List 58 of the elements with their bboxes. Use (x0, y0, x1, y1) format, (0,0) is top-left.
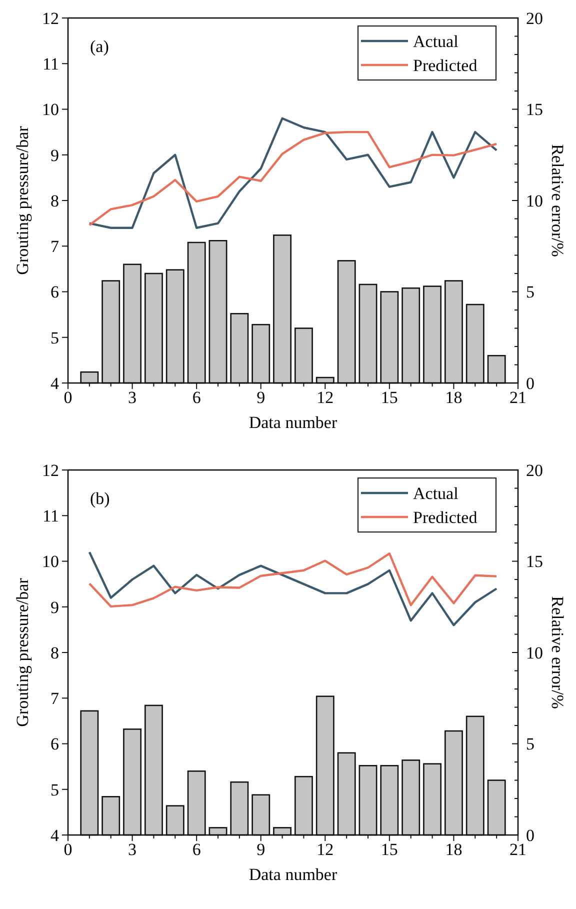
line-series (88, 552, 498, 608)
legend-label: Actual (413, 484, 459, 503)
y-axis-title: Grouting pressure/bar (13, 578, 32, 727)
y-tick-label: 7 (50, 237, 60, 256)
y2-tick-label: 20 (526, 8, 543, 28)
x-tick-label: 12 (316, 388, 334, 407)
x-tick-label: 3 (128, 388, 137, 407)
y-axis-title: Grouting pressure/bar (13, 126, 32, 275)
y-tick-label: 9 (50, 146, 59, 165)
legend-label: Predicted (413, 508, 478, 527)
y-tick-label: 9 (50, 598, 59, 617)
y2-tick-label: 15 (526, 100, 543, 120)
x-tick-label: 9 (256, 840, 266, 859)
y-tick-label: 6 (50, 734, 59, 754)
y2-tick-label: 15 (526, 552, 543, 572)
x-tick-label: 0 (64, 388, 72, 407)
x-tick-label: 6 (192, 840, 201, 859)
y-tick-label: 8 (50, 643, 59, 662)
y2-tick-label: 20 (526, 460, 543, 480)
x-tick-label: 21 (510, 388, 526, 407)
y2-tick-label: 5 (526, 282, 534, 302)
x-tick-label: 21 (510, 840, 526, 859)
y-tick-label: 8 (50, 191, 59, 210)
y-tick-label: 12 (42, 8, 59, 28)
x-tick-label: 3 (128, 840, 137, 859)
x-tick-label: 6 (192, 388, 201, 407)
y-tick-label: 5 (50, 328, 59, 348)
legend-label: Actual (413, 32, 459, 51)
y-tick-label: 7 (50, 689, 60, 708)
y2-tick-label: 5 (526, 734, 534, 754)
y-tick-label: 6 (50, 282, 59, 302)
annotation: (a) (90, 37, 109, 56)
x-axis-title: Data number (248, 413, 338, 432)
y2-tick-label: 0 (526, 826, 534, 845)
annotation: (b) (90, 489, 110, 508)
x-axis-title: Data number (248, 865, 338, 884)
x-tick-label: 0 (64, 840, 72, 859)
y-tick-label: 11 (42, 54, 59, 74)
x-tick-label: 9 (256, 388, 266, 407)
y2-tick-label: 10 (526, 191, 543, 210)
y-tick-label: 10 (42, 552, 59, 572)
y2-tick-label: 0 (526, 374, 534, 393)
y-tick-label: 4 (50, 826, 60, 845)
y-tick-label: 10 (42, 100, 59, 120)
y-tick-label: 11 (42, 506, 59, 526)
x-tick-label: 18 (445, 388, 462, 407)
legend-label: Predicted (413, 56, 478, 75)
line-series (88, 551, 498, 626)
x-tick-label: 12 (316, 840, 334, 859)
y2-axis-title: Relative error/% (548, 596, 567, 709)
y-tick-label: 5 (50, 780, 59, 800)
y-tick-label: 4 (50, 374, 60, 393)
y2-tick-label: 10 (526, 643, 543, 662)
y-tick-label: 12 (42, 460, 59, 480)
x-tick-label: 15 (380, 388, 398, 407)
x-tick-label: 18 (445, 840, 462, 859)
y2-axis-title: Relative error/% (548, 144, 567, 257)
x-tick-label: 15 (380, 840, 398, 859)
